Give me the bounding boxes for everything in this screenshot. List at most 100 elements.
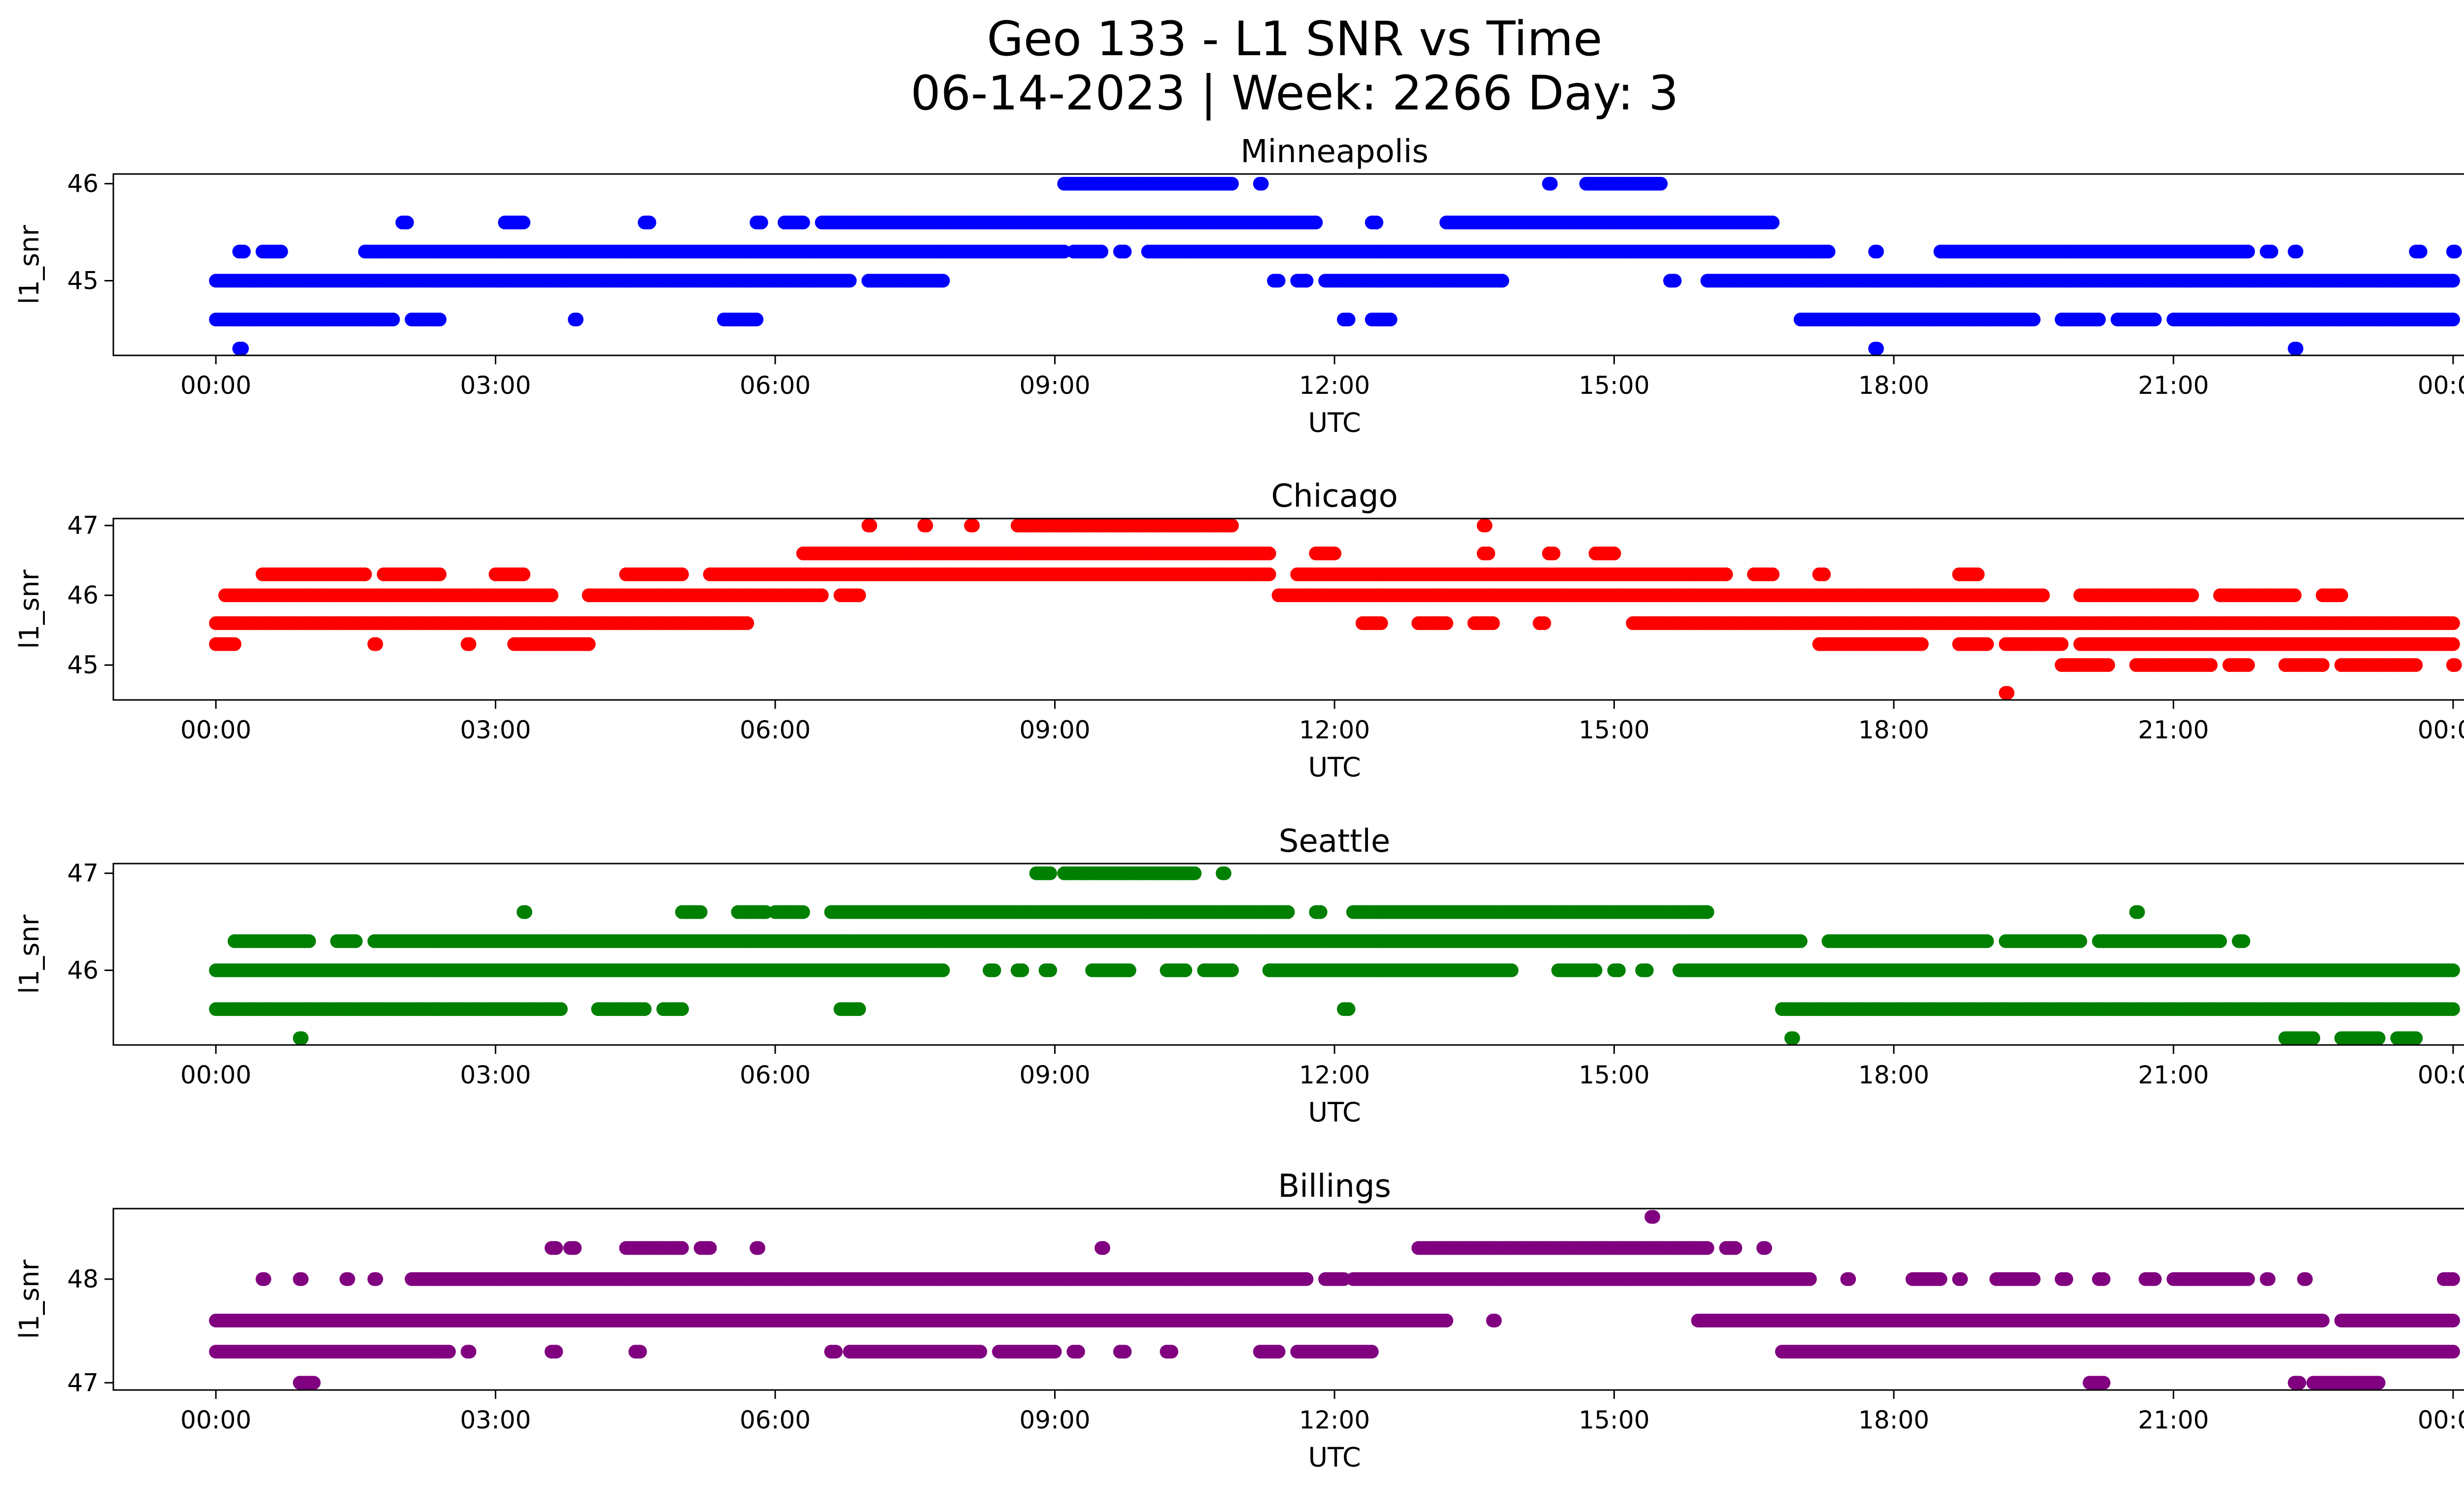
data-point	[675, 567, 689, 582]
x-tick-label: 15:00	[1578, 371, 1649, 400]
data-point	[1225, 519, 1239, 533]
x-tick-label: 18:00	[1858, 716, 1929, 744]
data-point	[516, 215, 531, 230]
data-point	[2446, 313, 2460, 327]
data-point	[1262, 567, 1276, 582]
data-point	[750, 313, 764, 327]
data-point	[754, 215, 768, 230]
x-tick-label: 09:00	[1019, 716, 1090, 744]
data-point	[1328, 546, 1341, 560]
data-point	[2448, 244, 2462, 259]
data-point	[433, 567, 447, 582]
data-point	[1225, 176, 1239, 191]
x-tick-label: 06:00	[740, 371, 811, 400]
x-tick-label: 00:00	[180, 716, 251, 744]
data-point	[843, 274, 857, 288]
y-tick-label: 46	[67, 581, 99, 610]
x-tick-label: 09:00	[1019, 371, 1090, 400]
data-point	[2334, 588, 2348, 602]
data-point	[2288, 588, 2302, 602]
scatter-series	[209, 519, 2462, 700]
data-point	[433, 313, 447, 327]
data-point	[796, 215, 810, 230]
data-point	[1300, 274, 1314, 288]
data-point	[1486, 616, 1500, 630]
data-point	[274, 244, 288, 259]
x-tick-label: 03:00	[460, 716, 531, 744]
data-point	[815, 588, 829, 602]
x-tick-label: 06:00	[740, 716, 811, 744]
data-point	[1766, 215, 1780, 230]
data-point	[1383, 313, 1398, 327]
data-point	[1915, 637, 1929, 651]
x-tick-label: 21:00	[2138, 371, 2209, 400]
y-tick-label: 47	[67, 511, 99, 540]
data-point	[740, 616, 754, 630]
data-point	[2092, 313, 2106, 327]
data-point	[2148, 313, 2162, 327]
subplot-title: Minneapolis	[1240, 134, 1428, 170]
x-tick-label: 21:00	[2138, 716, 2209, 744]
data-point	[1546, 546, 1561, 560]
x-tick-label: 12:00	[1299, 716, 1370, 744]
data-point	[1543, 176, 1558, 191]
data-point	[1870, 244, 1884, 259]
data-point	[2413, 244, 2428, 259]
subplot-title: Chicago	[1271, 478, 1398, 515]
data-point	[2290, 244, 2304, 259]
data-point	[1341, 313, 1356, 327]
data-point	[1095, 244, 1109, 259]
data-point	[582, 637, 596, 651]
x-tick-label: 03:00	[460, 371, 531, 400]
y-axis-label: l1_snr	[14, 569, 45, 649]
data-point	[2446, 637, 2460, 651]
data-point	[2316, 658, 2330, 672]
data-point	[1309, 215, 1323, 230]
data-point	[642, 215, 656, 230]
data-point	[2446, 616, 2460, 630]
x-axis-label: UTC	[1308, 752, 1361, 783]
data-point	[2241, 244, 2255, 259]
data-point	[1369, 215, 1384, 230]
data-point	[227, 637, 241, 651]
data-point	[295, 1031, 309, 1045]
data-point	[570, 313, 584, 327]
data-point	[1481, 546, 1496, 560]
data-point	[1374, 616, 1388, 630]
data-point	[386, 313, 400, 327]
data-point	[462, 637, 477, 651]
data-point	[2036, 588, 2050, 602]
data-point	[2101, 658, 2115, 672]
data-point	[1537, 616, 1551, 630]
y-tick-label: 46	[67, 170, 99, 198]
y-tick-label: 45	[67, 651, 99, 679]
x-axis-label: UTC	[1308, 407, 1361, 438]
data-point	[2054, 637, 2069, 651]
data-point	[1766, 567, 1780, 582]
data-point	[1668, 274, 1682, 288]
data-point	[2290, 342, 2304, 355]
data-point	[936, 274, 950, 288]
x-tick-label: 15:00	[1578, 716, 1649, 744]
x-tick-label: 00:00	[180, 371, 251, 400]
scatter-series	[209, 866, 2460, 1045]
data-point	[1607, 546, 1621, 560]
data-point	[516, 567, 531, 582]
data-point	[2000, 686, 2015, 700]
data-point	[235, 342, 249, 355]
data-point	[2448, 658, 2462, 672]
y-axis-label: l1_snr	[14, 225, 45, 305]
data-point	[545, 588, 559, 602]
data-point	[2446, 274, 2460, 288]
data-point	[1971, 567, 1985, 582]
data-point	[2185, 588, 2199, 602]
data-point	[1271, 274, 1286, 288]
data-point	[1495, 274, 1509, 288]
data-point	[1478, 519, 1493, 533]
data-point	[2241, 658, 2255, 672]
data-point	[369, 637, 383, 651]
data-point	[2204, 658, 2218, 672]
data-point	[1719, 567, 1733, 582]
data-point	[1817, 567, 1831, 582]
